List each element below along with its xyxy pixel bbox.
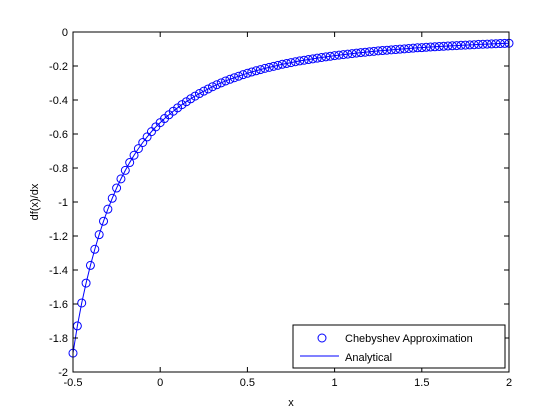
y-tick-label: -1.4 bbox=[49, 265, 68, 277]
data-point-chebyshev bbox=[138, 138, 148, 147]
data-point-chebyshev bbox=[190, 91, 200, 101]
data-point-chebyshev bbox=[238, 70, 248, 80]
x-tick-label: 0 bbox=[157, 377, 163, 389]
y-tick-label: -0.8 bbox=[49, 163, 68, 175]
data-point-chebyshev bbox=[133, 144, 143, 154]
data-point-chebyshev bbox=[120, 165, 130, 175]
data-point-chebyshev bbox=[129, 150, 139, 160]
x-tick-label: 1.5 bbox=[414, 377, 429, 389]
data-point-chebyshev bbox=[208, 82, 218, 92]
x-tick-label: 0.5 bbox=[240, 377, 255, 389]
data-point-chebyshev bbox=[194, 89, 204, 99]
data-point-chebyshev bbox=[94, 230, 104, 240]
y-tick-label: -2 bbox=[58, 367, 68, 379]
x-tick-label: 2 bbox=[506, 377, 512, 389]
legend-label-analytical: Analytical bbox=[345, 352, 392, 364]
series-line-analytical bbox=[72, 42, 510, 354]
data-point-chebyshev bbox=[286, 58, 296, 68]
data-point-chebyshev bbox=[77, 298, 87, 308]
x-axis-label: x bbox=[288, 397, 294, 409]
y-axis: -2 -1.8 -1.6 -1.4 -1.2 -1 -0.8 -0.6 -0.4 -0.2 0 bbox=[49, 27, 509, 379]
data-point-chebyshev bbox=[186, 94, 196, 104]
y-axis-label: df(x)/dx bbox=[29, 183, 41, 220]
data-point-chebyshev bbox=[273, 60, 283, 70]
y-tick-label: -0.6 bbox=[49, 129, 68, 141]
data-point-chebyshev bbox=[242, 68, 252, 78]
data-point-chebyshev bbox=[81, 278, 91, 288]
data-point-chebyshev bbox=[260, 63, 270, 73]
data-point-chebyshev bbox=[212, 80, 222, 90]
data-point-chebyshev bbox=[303, 55, 313, 65]
legend-box bbox=[292, 324, 506, 369]
legend: Chebyshev Approximation Analytical bbox=[292, 324, 506, 369]
data-point-chebyshev bbox=[216, 78, 226, 88]
data-point-chebyshev bbox=[277, 59, 287, 69]
plot-area bbox=[73, 32, 509, 372]
data-point-chebyshev bbox=[225, 74, 235, 84]
data-point-chebyshev bbox=[221, 76, 231, 86]
data-point-chebyshev bbox=[234, 71, 244, 81]
data-point-chebyshev bbox=[203, 84, 213, 94]
y-tick-label: 0 bbox=[62, 27, 68, 39]
data-point-chebyshev bbox=[264, 62, 274, 72]
data-point-chebyshev bbox=[269, 61, 279, 71]
data-point-chebyshev bbox=[199, 86, 209, 96]
legend-marker-chebyshev bbox=[317, 333, 327, 343]
data-layer bbox=[68, 38, 514, 358]
data-point-chebyshev bbox=[116, 174, 126, 184]
y-tick-label: -0.2 bbox=[49, 61, 68, 73]
data-point-chebyshev bbox=[103, 204, 113, 214]
y-tick-label: -1.8 bbox=[49, 333, 68, 345]
data-point-chebyshev bbox=[317, 53, 327, 62]
y-tick-label: -1 bbox=[58, 197, 68, 209]
data-point-chebyshev bbox=[308, 54, 318, 64]
data-point-chebyshev bbox=[229, 73, 239, 83]
x-tick-label: 1 bbox=[332, 377, 338, 389]
legend-label-chebyshev: Chebyshev Approximation bbox=[345, 333, 473, 345]
data-point-chebyshev bbox=[295, 56, 305, 66]
data-point-chebyshev bbox=[312, 53, 322, 63]
data-point-chebyshev bbox=[282, 58, 292, 68]
y-tick-label: -1.2 bbox=[49, 231, 68, 243]
data-point-chebyshev bbox=[99, 216, 109, 226]
data-point-chebyshev bbox=[107, 193, 117, 203]
data-point-chebyshev bbox=[251, 66, 261, 76]
data-point-chebyshev bbox=[255, 65, 265, 75]
data-point-chebyshev bbox=[90, 244, 100, 254]
data-point-chebyshev bbox=[85, 260, 95, 270]
x-axis: -0.5 0 0.5 1 1.5 2 bbox=[64, 32, 512, 389]
data-point-chebyshev bbox=[112, 183, 122, 193]
data-point-chebyshev bbox=[290, 57, 300, 67]
data-point-chebyshev bbox=[299, 55, 309, 65]
y-tick-label: -1.6 bbox=[49, 299, 68, 311]
x-tick-label: -0.5 bbox=[64, 377, 83, 389]
y-tick-label: -0.4 bbox=[49, 95, 68, 107]
data-point-chebyshev bbox=[247, 67, 257, 77]
data-point-chebyshev bbox=[125, 158, 135, 168]
data-point-chebyshev bbox=[142, 132, 152, 142]
